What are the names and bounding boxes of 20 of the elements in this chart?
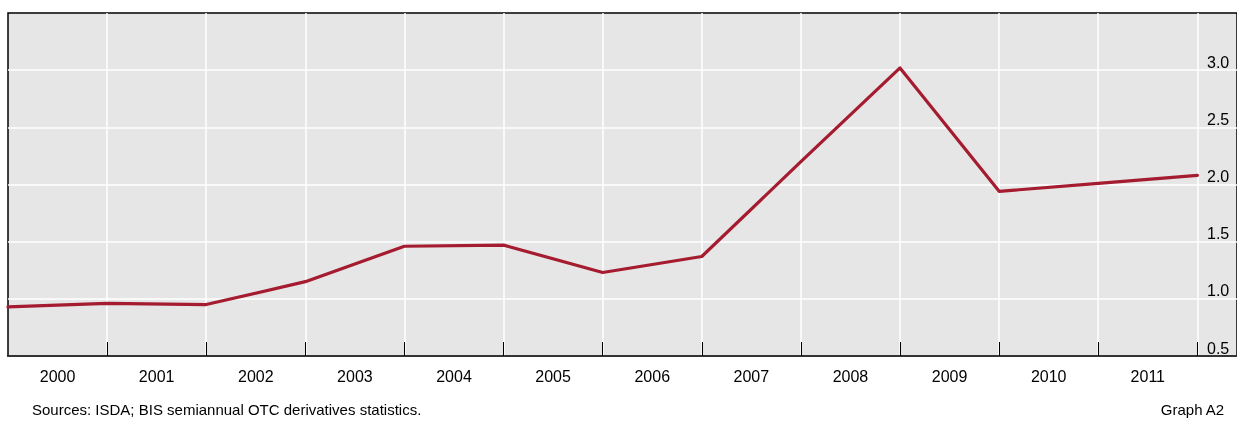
x-tick-label: 2009 [931,367,968,385]
source-note: Sources: ISDA; BIS semiannual OTC derivatives statistics. [32,401,422,418]
x-tick-label: 2000 [39,367,76,385]
y-tick-label: 1.5 [1207,225,1230,243]
x-tick-label: 2002 [237,367,274,385]
x-tick-label: 2011 [1130,367,1166,385]
x-tick-label: 2004 [436,367,472,385]
x-tick-label: 2003 [337,367,373,385]
x-tick-label: 2005 [535,367,572,385]
x-tick-label: 2010 [1030,367,1067,385]
caption: Graph A2 [1160,401,1225,418]
x-tick-label: 2006 [634,367,671,385]
x-tick-label: 2007 [733,367,770,385]
x-tick-label: 2008 [832,367,869,385]
y-tick-label: 2.0 [1207,168,1230,185]
y-tick-label: 3.0 [1207,53,1230,71]
y-tick-label: 2.5 [1207,110,1230,128]
y-tick-label: 0.5 [1207,339,1230,357]
y-tick-label: 1.0 [1207,282,1230,300]
x-tick-label: 2001 [138,367,175,385]
